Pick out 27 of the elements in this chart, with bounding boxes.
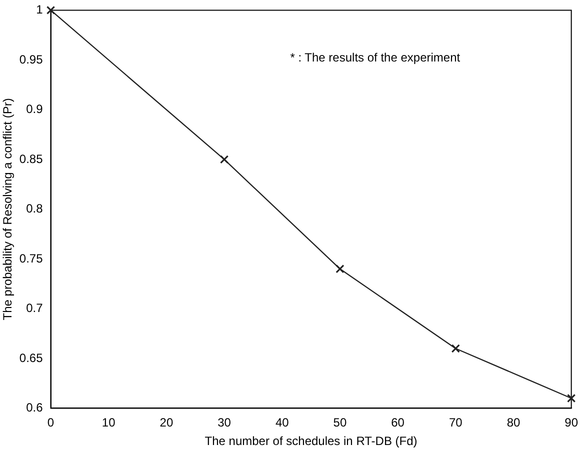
point [451,344,460,353]
x-tick-label: 50 [333,416,347,430]
x-tick-label: 80 [506,416,520,430]
point [336,264,344,274]
y-tick-label: 0.7 [26,301,44,316]
x-tick-label: 40 [275,416,290,430]
y-tick-label: 0.65 [19,350,44,365]
y-tick-label: 1 [36,2,44,17]
point [220,155,229,164]
x-tick-label: 90 [564,416,578,430]
x-tick-label: 60 [391,416,405,430]
x-tick-label: 30 [218,416,232,430]
y-tick-label: 0.95 [19,52,44,66]
point [46,6,56,15]
x-tick-label: 0 [47,416,54,430]
y-axis-title: The probability of Resolving a conflict (Pr) [0,98,15,320]
annotation: * : The results of the experiment [290,50,461,65]
y-tick-label: 0.9 [26,102,44,116]
point [566,394,576,403]
x-axis-title: The number of schedules in RT-DB (Fd) [204,434,418,448]
y-tick-label: 0.85 [19,152,44,166]
y-tick-label: 0.75 [19,251,44,266]
x-tick-label: 70 [448,416,463,430]
x-tick-label: 10 [102,416,116,430]
y-tick-label: 0.8 [26,202,44,216]
y-tick-label: 0.6 [26,400,44,415]
x-tick-label: 20 [160,416,174,430]
